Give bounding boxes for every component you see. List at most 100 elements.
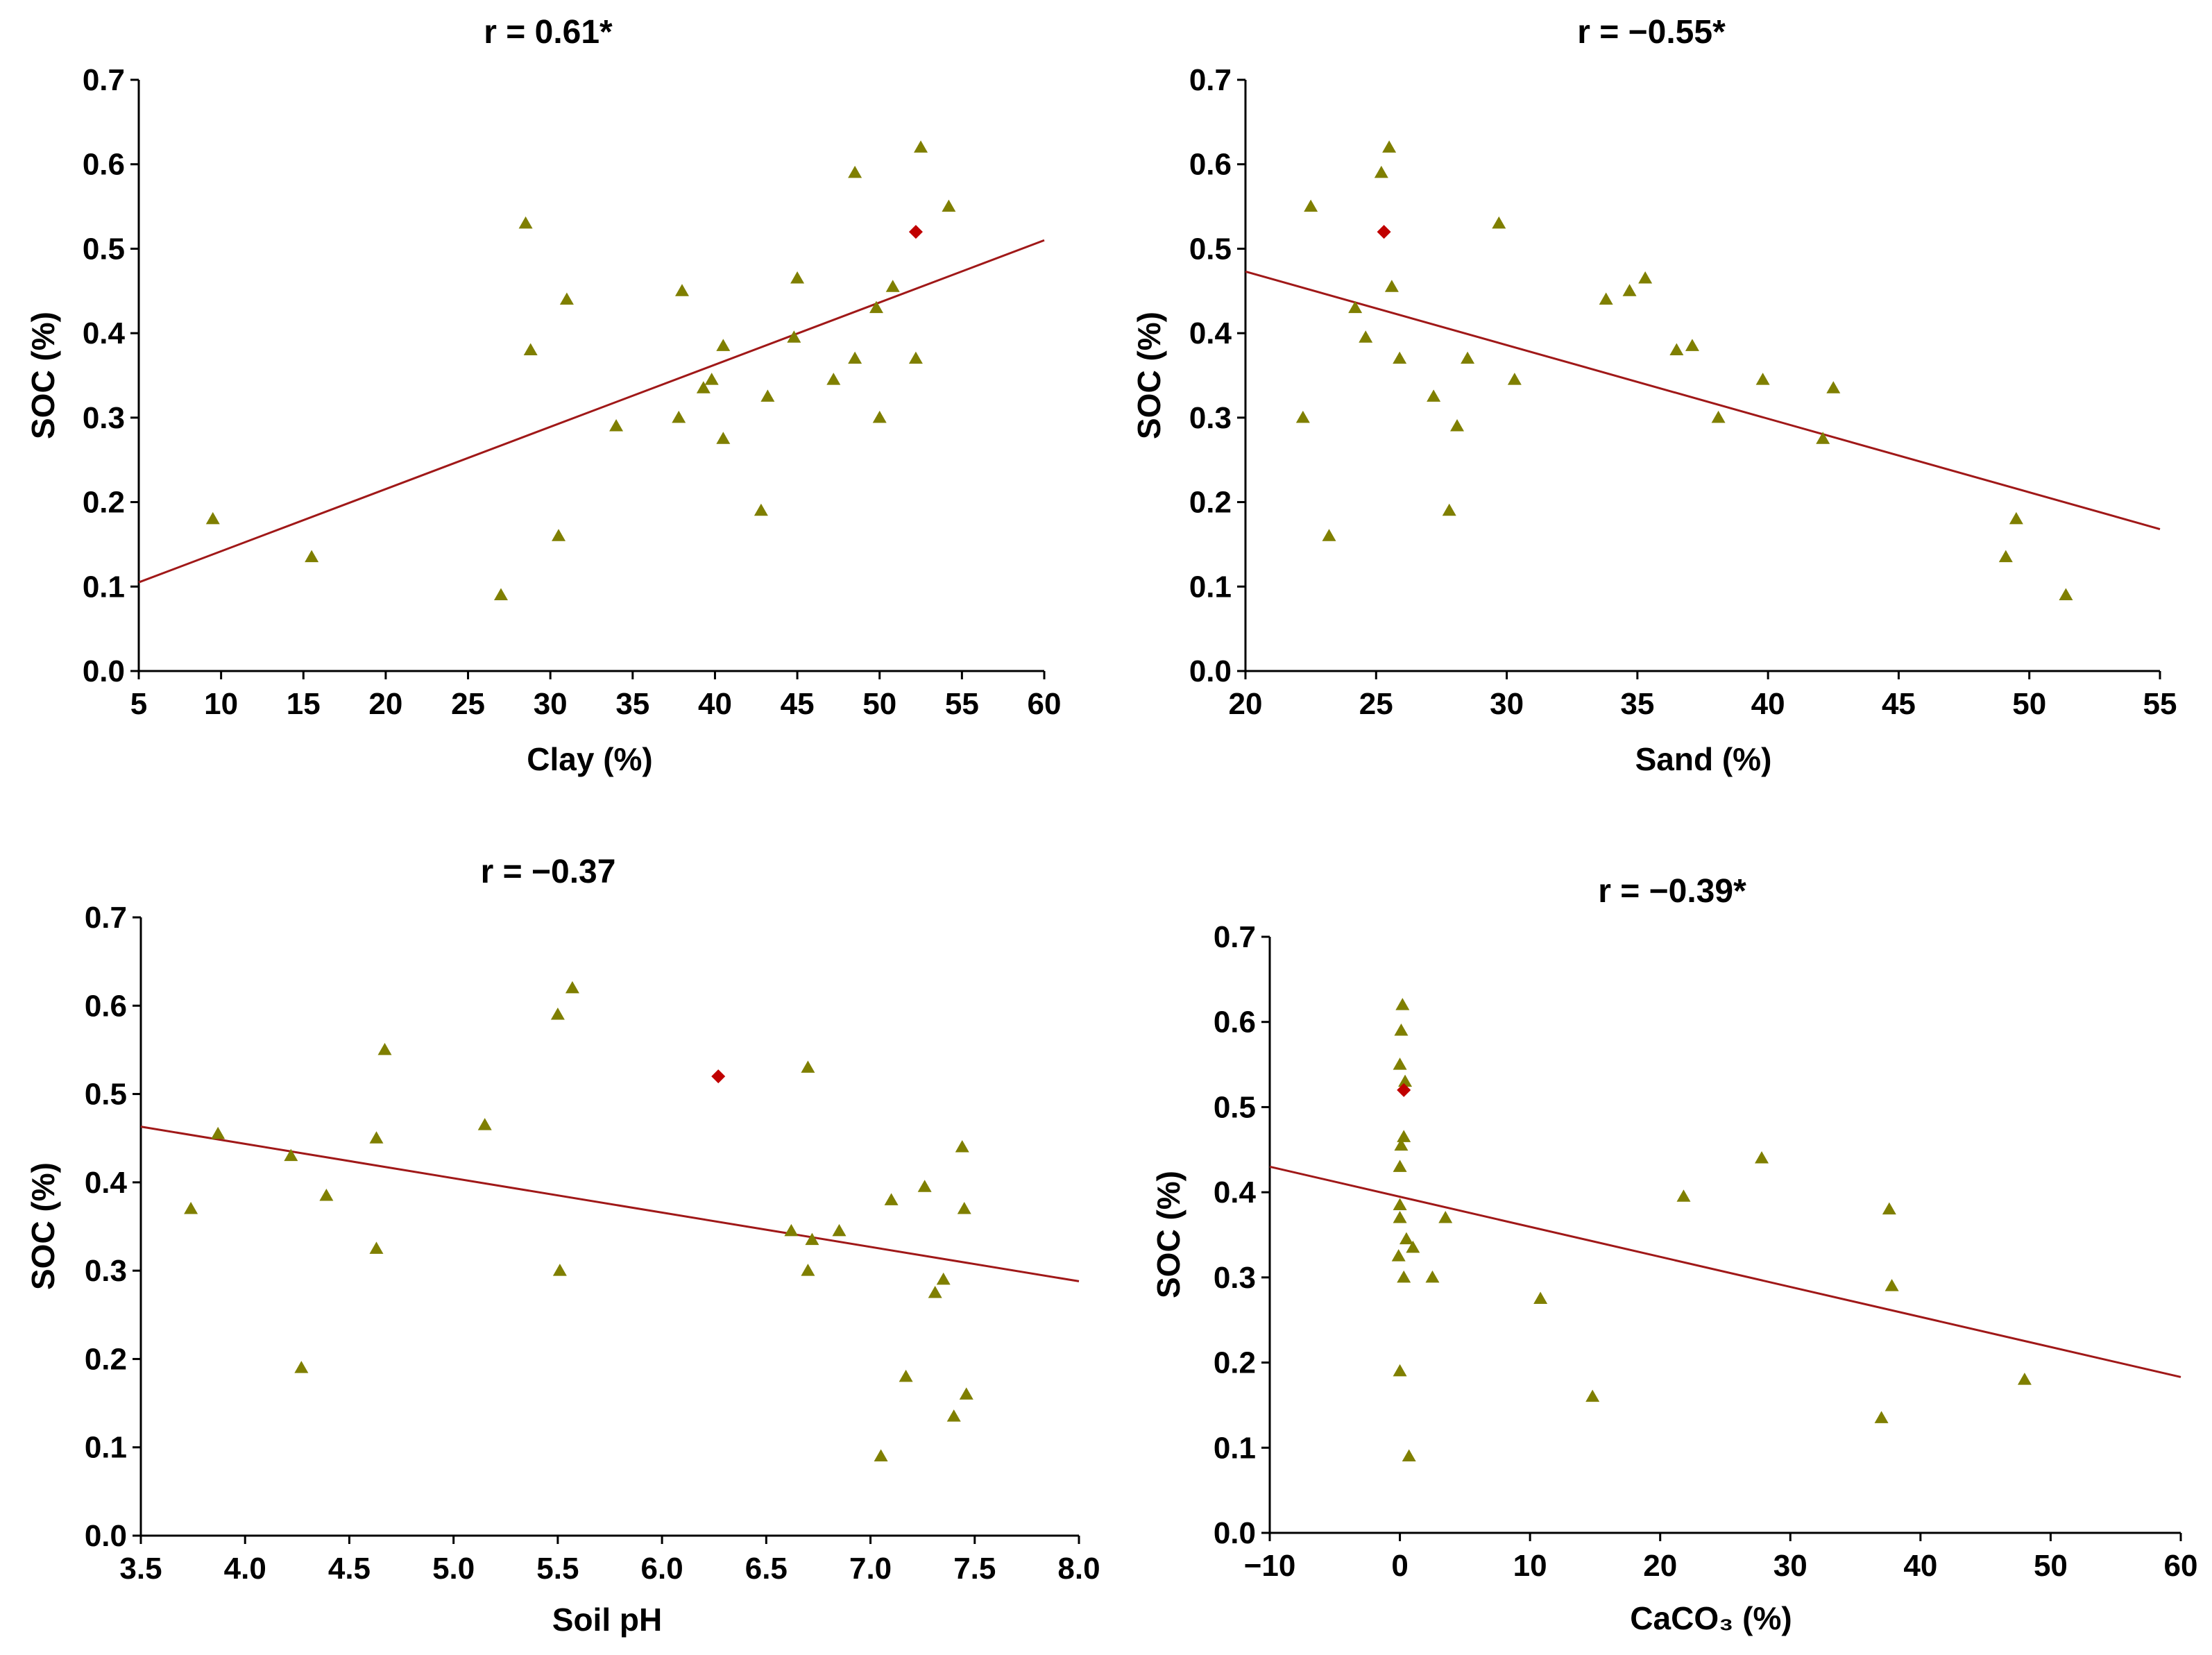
data-point xyxy=(959,1387,973,1400)
data-point xyxy=(369,1131,384,1144)
data-point xyxy=(848,351,862,364)
data-point xyxy=(936,1272,951,1285)
data-point xyxy=(672,410,686,423)
data-point xyxy=(552,529,566,541)
data-point xyxy=(609,419,624,432)
y-tick-label: 0.7 xyxy=(83,63,125,97)
data-point xyxy=(1755,1151,1769,1164)
y-tick-label: 0.4 xyxy=(83,316,126,350)
x-tick-label: 30 xyxy=(1773,1549,1807,1583)
data-point xyxy=(1393,1058,1407,1070)
x-axis-title: Soil pH xyxy=(552,1602,662,1638)
y-tick-label: 0.0 xyxy=(85,1519,127,1553)
data-point xyxy=(848,165,862,178)
regression-line xyxy=(1269,1165,2181,1378)
y-tick-label: 0.0 xyxy=(83,654,125,688)
chart-panel-sand: r = −0.55* 20 25 30 35 40 45 50 55 0.0 0.1 0.2 0.3 0… xyxy=(1131,14,2177,777)
y-tick-label: 0.5 xyxy=(85,1078,127,1112)
data-point xyxy=(1425,1270,1440,1283)
y-tick-label: 0.5 xyxy=(83,232,125,266)
y-tick-label: 0.7 xyxy=(1214,920,1256,954)
y-tick-label: 0.1 xyxy=(1189,570,1232,604)
x-axis-title: Clay (%) xyxy=(527,741,652,777)
data-point xyxy=(377,1042,392,1055)
data-point xyxy=(1304,199,1318,212)
x-tick-label: 25 xyxy=(451,687,485,721)
data-point xyxy=(1382,140,1397,153)
y-tick-label: 0.1 xyxy=(1214,1431,1256,1465)
data-point xyxy=(305,550,319,563)
data-point xyxy=(874,1449,888,1461)
data-point xyxy=(2009,511,2023,525)
data-point xyxy=(205,511,220,525)
data-point xyxy=(1711,410,1726,423)
y-tick-label: 0.3 xyxy=(83,401,125,435)
chart-title: r = −0.39* xyxy=(1598,873,1746,910)
x-tick-label: 50 xyxy=(2034,1549,2068,1583)
data-point xyxy=(1882,1202,1896,1215)
highlight-point xyxy=(908,225,923,239)
data-point xyxy=(716,432,731,444)
y-tick-label: 0.4 xyxy=(1189,316,1232,350)
y-axis-title: SOC (%) xyxy=(25,1162,61,1290)
data-point xyxy=(477,1118,492,1130)
data-point xyxy=(559,292,574,305)
y-tick-label: 0.2 xyxy=(1214,1346,1256,1380)
data-point xyxy=(696,381,711,393)
data-point xyxy=(957,1202,971,1214)
data-point xyxy=(899,1369,913,1382)
data-point xyxy=(942,199,956,212)
x-tick-label: 8.0 xyxy=(1057,1552,1100,1586)
data-point xyxy=(1885,1279,1899,1291)
data-point xyxy=(872,410,887,423)
data-point xyxy=(1874,1411,1889,1423)
y-tick-label: 0.1 xyxy=(85,1431,127,1465)
x-tick-label: 0 xyxy=(1391,1549,1408,1583)
chart-panel-clay: r = 0.61* 5 10 15 20 25 30 35 40 45 50 55 60 0.0 0.1 0… xyxy=(25,14,1061,777)
y-tick-label: 0.3 xyxy=(1189,401,1232,435)
y-tick-label: 0.7 xyxy=(1189,63,1232,97)
x-tick-label: 7.0 xyxy=(849,1552,892,1586)
data-point xyxy=(1492,216,1506,229)
data-point xyxy=(1398,1074,1413,1087)
y-axis-title: SOC (%) xyxy=(1131,312,1167,439)
x-tick-label: 50 xyxy=(2012,687,2046,721)
highlight-point xyxy=(1377,225,1391,239)
y-tick-label: 0.6 xyxy=(83,148,125,182)
y-tick-label: 0.1 xyxy=(83,570,125,604)
data-point xyxy=(552,1264,567,1276)
data-point xyxy=(319,1188,334,1201)
data-point xyxy=(1599,292,1613,305)
y-tick-label: 0.6 xyxy=(85,989,127,1023)
y-tick-label: 0.3 xyxy=(85,1254,127,1288)
chart-panel-soil-ph: r = −0.37 3.5 4.0 4.5 5.0 5.5 6.0 6.5 7.0 7.5 8.0… xyxy=(25,854,1100,1638)
tick-group: 5 10 15 20 25 30 35 40 45 50 55 60 0.0 0.1 0.2 0.3 0.4 0.… xyxy=(83,63,1062,721)
x-axis-title: Sand (%) xyxy=(1635,741,1772,777)
data-point xyxy=(801,1264,815,1276)
data-point xyxy=(1393,1160,1407,1172)
data-point xyxy=(211,1126,226,1139)
y-tick-label: 0.3 xyxy=(1214,1261,1256,1295)
data-point xyxy=(1533,1291,1548,1305)
y-tick-label: 0.4 xyxy=(85,1166,128,1200)
data-point xyxy=(369,1241,384,1254)
data-point xyxy=(550,1008,565,1020)
y-tick-label: 0.0 xyxy=(1189,654,1232,688)
data-point xyxy=(826,373,841,385)
y-tick-label: 0.2 xyxy=(1189,486,1232,520)
data-point xyxy=(1394,1023,1409,1036)
regression-line xyxy=(140,1126,1080,1282)
data-point xyxy=(1295,410,1310,423)
x-tick-label: 3.5 xyxy=(119,1552,162,1586)
chart-title: r = 0.61* xyxy=(484,14,613,51)
data-point xyxy=(565,981,579,994)
data-point xyxy=(760,389,775,402)
data-point xyxy=(801,1060,815,1073)
x-tick-label: 25 xyxy=(1359,687,1393,721)
data-point xyxy=(869,300,883,314)
data-point xyxy=(1393,351,1407,364)
x-tick-label: 40 xyxy=(1903,1549,1937,1583)
data-point xyxy=(1391,1249,1406,1262)
y-tick-label: 0.0 xyxy=(1214,1516,1256,1550)
x-tick-label: 7.5 xyxy=(953,1552,996,1586)
